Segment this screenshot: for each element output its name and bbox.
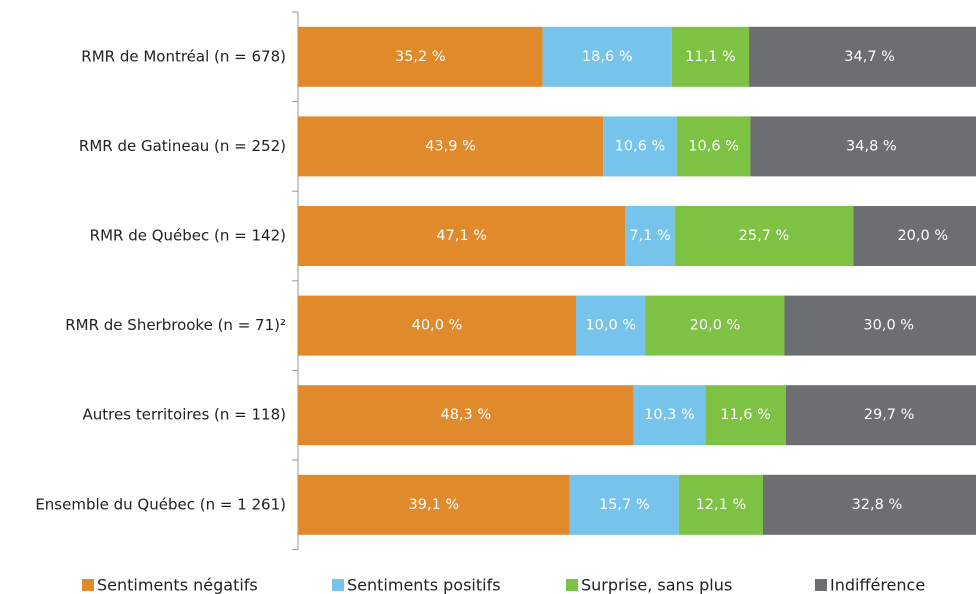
value-label: 30,0 % — [863, 318, 914, 334]
value-label: 34,7 % — [844, 49, 895, 65]
value-label: 29,7 % — [864, 407, 915, 423]
legend-swatch — [332, 579, 344, 591]
bar-segment — [625, 206, 675, 266]
value-label: 10,3 % — [644, 407, 695, 423]
value-label: 18,6 % — [582, 49, 633, 65]
value-label: 20,0 % — [690, 318, 741, 334]
category-label: RMR de Montréal (n = 678) — [81, 47, 286, 65]
value-label: 12,1 % — [696, 497, 747, 513]
bar-segment — [784, 295, 976, 356]
category-label: RMR de Gatineau (n = 252) — [79, 137, 286, 155]
value-label: 11,1 % — [685, 49, 736, 65]
bar-segment — [542, 26, 672, 87]
bar-segment — [853, 206, 976, 266]
bar-segment — [576, 295, 646, 356]
bar-segment — [633, 385, 706, 446]
value-label: 10,6 % — [615, 138, 666, 154]
value-label: 48,3 % — [440, 407, 491, 423]
category-label: Autres territoires (n = 118) — [83, 406, 286, 424]
legend-label: Indifférence — [830, 576, 925, 594]
value-label: 32,8 % — [852, 497, 903, 513]
value-label: 15,7 % — [599, 497, 650, 513]
category-label: RMR de Québec (n = 142) — [90, 227, 286, 245]
legend-swatch — [82, 579, 94, 591]
bar-segment — [674, 206, 854, 266]
value-label: 43,9 % — [425, 138, 476, 154]
bar-segment — [569, 474, 679, 535]
value-label: 11,6 % — [720, 407, 771, 423]
bar-segment — [298, 385, 634, 446]
legend-swatch — [566, 579, 578, 591]
value-label: 10,6 % — [688, 138, 739, 154]
bar-segment — [705, 385, 786, 446]
value-label: 40,0 % — [412, 318, 463, 334]
bar-segment — [298, 26, 543, 87]
bar-segment — [750, 116, 976, 177]
bar-segment — [676, 116, 751, 177]
value-label: 20,0 % — [897, 228, 948, 244]
value-label: 47,1 % — [436, 228, 487, 244]
category-label: RMR de Sherbrooke (n = 71)² — [65, 316, 286, 334]
bar-segment — [678, 474, 763, 535]
bar-segment — [298, 295, 576, 356]
bar-segment — [785, 385, 976, 446]
bar-segment — [762, 474, 976, 535]
value-label: 35,2 % — [395, 49, 446, 65]
value-label: 34,8 % — [846, 138, 897, 154]
bar-segment — [298, 206, 626, 266]
bar-segment — [603, 116, 677, 177]
bar-segment — [671, 26, 750, 87]
value-label: 25,7 % — [739, 228, 790, 244]
value-label: 10,0 % — [585, 318, 636, 334]
legend-label: Sentiments négatifs — [97, 576, 258, 594]
category-label: Ensemble du Québec (n = 1 261) — [35, 495, 286, 513]
bar-segment — [749, 26, 976, 87]
legend-label: Sentiments positifs — [347, 576, 501, 594]
value-label: 7,1 % — [629, 228, 670, 244]
value-label: 39,1 % — [409, 497, 460, 513]
legend-swatch — [815, 579, 827, 591]
bar-segment — [298, 474, 570, 535]
bar-segment — [298, 116, 604, 177]
bar-segment — [645, 295, 785, 356]
legend-label: Surprise, sans plus — [581, 576, 732, 594]
